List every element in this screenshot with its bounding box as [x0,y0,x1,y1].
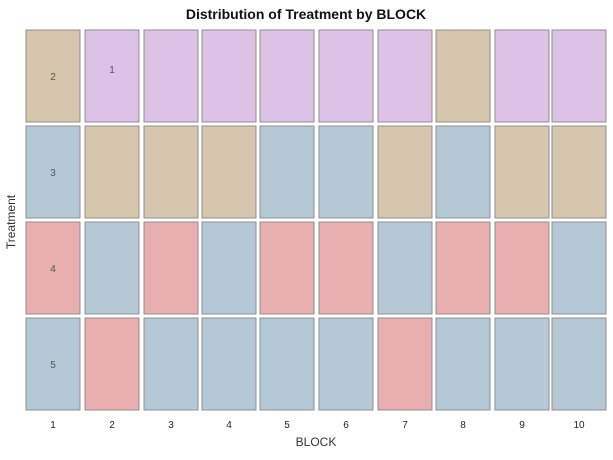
tile-block-4-row-3 [201,125,257,219]
tile-block-1-row-2 [25,29,81,123]
x-tick-8: 8 [460,420,466,431]
tile-block-8-row-3 [435,125,491,219]
row-label-3: 3 [50,168,56,179]
row-label-2: 2 [50,72,56,83]
x-tick-7: 7 [402,420,408,431]
x-tick-4: 4 [226,420,232,431]
x-tick-3: 3 [168,420,174,431]
y-axis-label: Treatment [4,194,18,249]
chart-title: Distribution of Treatment by BLOCK [186,6,426,22]
tile-block-8-row-2 [435,29,491,123]
tile-block-2-row-5 [84,317,140,411]
tile-block-7-row-3 [377,125,433,219]
tile-block-7-row-4 [377,221,433,315]
treatment-tile-labels: 2 3 4 5 1 [50,65,115,371]
tile-block-7-row-5 [377,317,433,411]
tile-block-1-row-5 [25,317,81,411]
tile-block-9-row-4 [494,221,550,315]
x-axis-ticks: 1 2 3 4 5 6 7 8 9 10 [50,420,585,431]
row-label-4: 4 [50,264,56,275]
x-tick-9: 9 [519,420,525,431]
tile-block-8-row-5 [435,317,491,411]
tile-block-8-row-4 [435,221,491,315]
x-axis-label: BLOCK [296,435,337,449]
x-tick-2: 2 [109,420,115,431]
tile-block-2-row-2 [84,29,140,123]
tile-block-10-row-2 [551,29,607,123]
tile-block-1-row-4 [25,221,81,315]
tile-block-5-row-5 [259,317,315,411]
row-label-5: 5 [50,360,56,371]
tile-block-4-row-4 [201,221,257,315]
tile-block-3-row-2 [143,29,199,123]
tile-block-4-row-2 [201,29,257,123]
tile-block-4-row-5 [201,317,257,411]
tile-block-2-row-3 [84,125,140,219]
tile-block-1-row-3 [25,125,81,219]
tile-block-3-row-5 [143,317,199,411]
x-tick-1: 1 [50,420,56,431]
x-tick-10: 10 [573,420,585,431]
tile-block-10-row-4 [551,221,607,315]
x-tick-5: 5 [284,420,290,431]
tile-block-10-row-3 [551,125,607,219]
tile-block-10-row-5 [551,317,607,411]
tile-block-5-row-2 [259,29,315,123]
tile-block-5-row-3 [259,125,315,219]
tile-block-6-row-2 [318,29,374,123]
tile-block-3-row-3 [143,125,199,219]
annotation-label-0: 1 [109,65,115,76]
tile-block-5-row-4 [259,221,315,315]
x-tick-6: 6 [343,420,349,431]
mosaic-tiles [25,29,607,411]
tile-block-9-row-5 [494,317,550,411]
tile-block-6-row-5 [318,317,374,411]
tile-block-6-row-4 [318,221,374,315]
tile-block-9-row-3 [494,125,550,219]
tile-block-9-row-2 [494,29,550,123]
tile-block-2-row-4 [84,221,140,315]
tile-block-6-row-3 [318,125,374,219]
tile-block-3-row-4 [143,221,199,315]
tile-block-7-row-2 [377,29,433,123]
